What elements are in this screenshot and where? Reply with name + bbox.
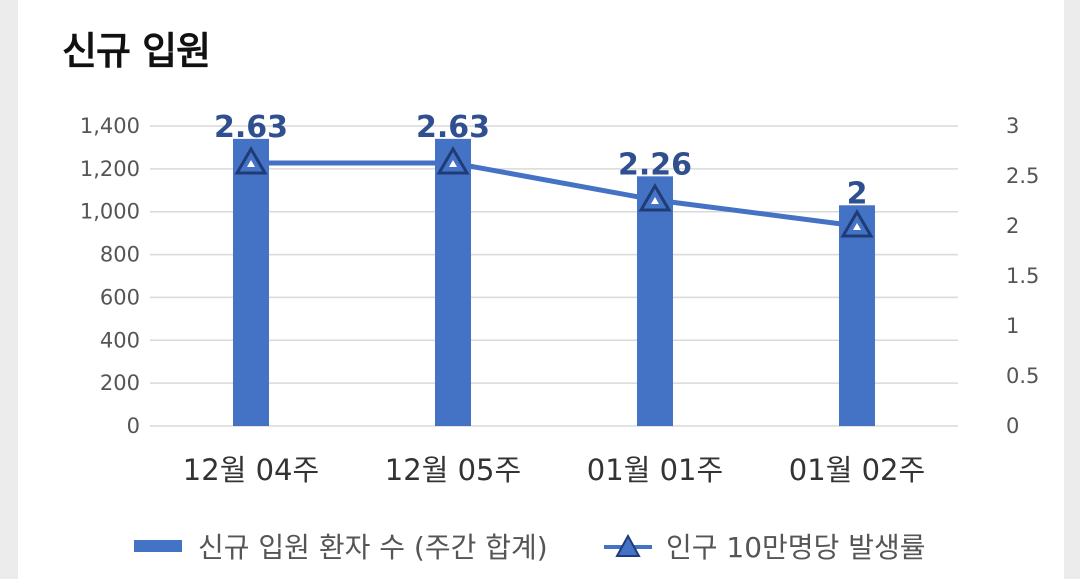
- left-tick-label: 400: [100, 328, 140, 352]
- x-tick-label: 12월 04주: [183, 453, 319, 487]
- rate-data-label: 2: [847, 176, 868, 211]
- left-tick-label: 0: [127, 414, 140, 438]
- legend-label-line: 인구 10만명당 발생률: [666, 531, 926, 564]
- left-tick-label: 1,200: [80, 157, 140, 181]
- x-tick-label: 01월 01주: [587, 453, 723, 487]
- rate-data-label: 2.63: [416, 110, 490, 145]
- gridlines: [150, 125, 958, 427]
- triangle-marker-highlight: [651, 197, 659, 204]
- left-tick-label: 1,400: [80, 114, 140, 138]
- rate-line: [251, 160, 858, 229]
- right-tick-label: 0: [1006, 414, 1019, 438]
- left-tick-label: 200: [100, 371, 140, 395]
- left-axis-ticks: 0 200 400 600 800 1,000 1,200 1,400: [80, 114, 140, 438]
- right-tick-label: 1.5: [1006, 264, 1039, 288]
- legend-label-bar: 신규 입원 환자 수 (주간 합계): [198, 531, 548, 564]
- triangle-marker-highlight: [853, 223, 861, 230]
- bar: [435, 138, 471, 426]
- legend: 신규 입원 환자 수 (주간 합계) 인구 10만명당 발생률: [134, 531, 926, 564]
- triangle-marker-highlight: [247, 160, 255, 167]
- rate-data-label: 2.63: [214, 110, 288, 145]
- x-tick-label: 12월 05주: [385, 453, 521, 487]
- chart-card: 신규 입원 0 200 400 600 800 1,000 1,200 1,400 0 0.5 1…: [18, 0, 1064, 579]
- triangle-marker-highlight: [449, 160, 457, 167]
- left-tick-label: 1,000: [80, 200, 140, 224]
- legend-marker-triangle: [615, 533, 641, 557]
- right-tick-label: 1: [1006, 314, 1019, 338]
- right-axis-ticks: 0 0.5 1 1.5 2 2.5 3: [1006, 114, 1039, 438]
- rate-markers: [234, 146, 874, 238]
- bar: [233, 138, 269, 426]
- right-tick-label: 3: [1006, 114, 1019, 138]
- legend-swatch-bar: [134, 540, 182, 552]
- bar: [637, 176, 673, 426]
- right-tick-label: 2: [1006, 214, 1019, 238]
- right-tick-label: 0.5: [1006, 364, 1039, 388]
- data-labels: 2.63 2.63 2.26 2: [214, 110, 867, 211]
- x-axis-ticks: 12월 04주 12월 05주 01월 01주 01월 02주: [183, 453, 925, 487]
- right-tick-label: 2.5: [1006, 164, 1039, 188]
- rate-line-path: [251, 160, 858, 229]
- rate-data-label: 2.26: [618, 147, 692, 182]
- x-tick-label: 01월 02주: [789, 453, 925, 487]
- bars: [233, 138, 875, 426]
- bar: [839, 205, 875, 426]
- chart-title: 신규 입원: [62, 29, 211, 73]
- left-tick-label: 800: [100, 243, 140, 267]
- left-tick-label: 600: [100, 285, 140, 309]
